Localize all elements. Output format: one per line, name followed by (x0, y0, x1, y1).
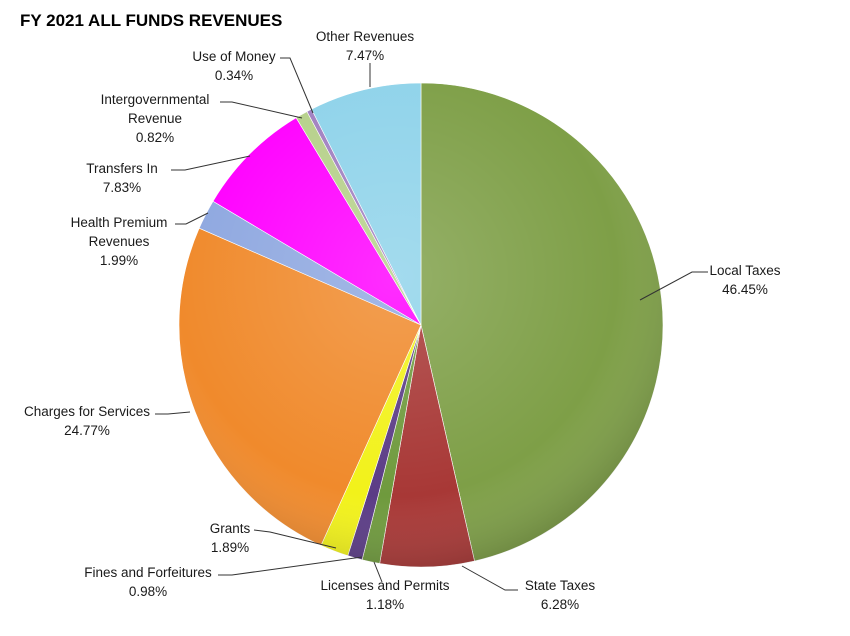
slice-label-health-premium-revenues: Health Premium Revenues 1.99% (71, 215, 168, 268)
slice-label-local-taxes: Local Taxes 46.45% (709, 263, 780, 297)
leader-line-fines-and-forfeitures (218, 556, 363, 576)
leader-line-intergovernmental-revenue (220, 101, 303, 119)
leader-line-state-taxes (461, 565, 518, 591)
slice-label-licenses-and-permits: Licenses and Permits 1.18% (320, 578, 449, 612)
slice-label-grants: Grants 1.89% (210, 521, 251, 555)
slice-label-use-of-money: Use of Money 0.34% (192, 49, 276, 83)
slice-label-fines-and-forfeitures: Fines and Forfeitures 0.98% (84, 565, 212, 599)
leader-line-local-taxes (639, 271, 708, 301)
pie-slices (178, 82, 664, 568)
leader-line-charges-for-services (155, 411, 191, 415)
slice-label-state-taxes: State Taxes 6.28% (525, 578, 596, 612)
slice-label-other-revenues: Other Revenues 7.47% (316, 29, 415, 63)
chart-title: FY 2021 ALL FUNDS REVENUES (20, 11, 282, 30)
leader-line-health-premium-revenues (175, 212, 209, 225)
slice-label-transfers-in: Transfers In 7.83% (86, 161, 158, 195)
slice-label-intergovernmental-revenue: Intergovernmental Revenue 0.82% (101, 92, 210, 145)
leader-line-licenses-and-permits (373, 561, 383, 583)
leader-line-use-of-money (280, 57, 314, 114)
leader-line-grants (253, 529, 337, 549)
leader-line-transfers-in (171, 155, 251, 171)
slice-label-charges-for-services: Charges for Services 24.77% (24, 404, 150, 438)
pie-labels: Local Taxes 46.45% State Taxes 6.28% License… (24, 29, 781, 612)
